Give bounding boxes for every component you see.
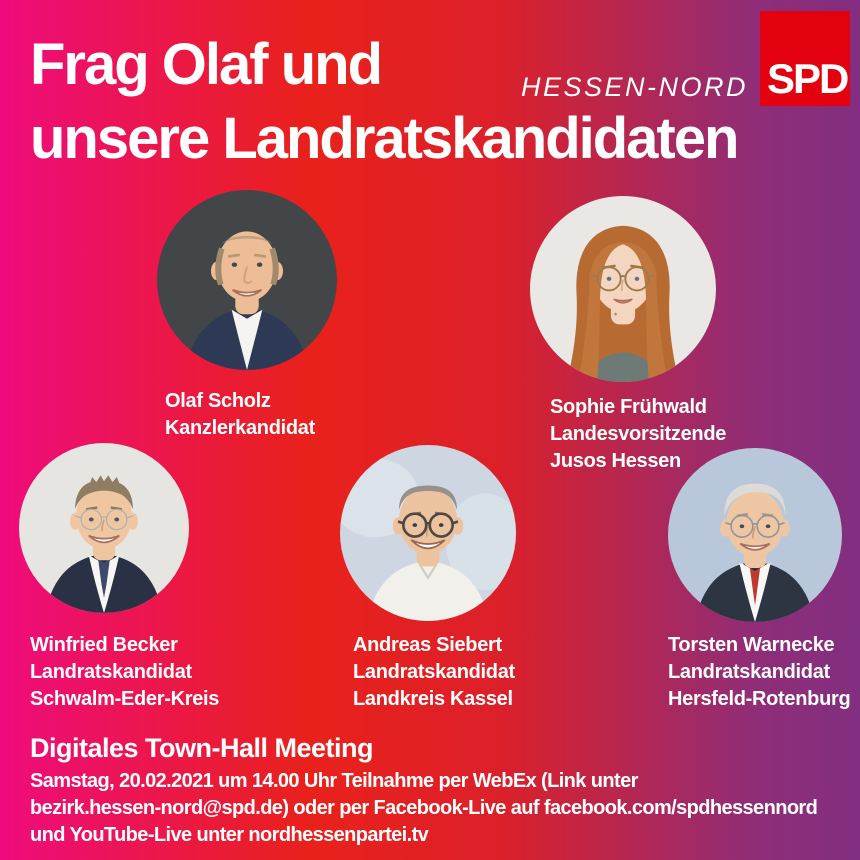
avatar-winfried-becker	[19, 443, 189, 613]
spd-logo: SPD	[760, 11, 850, 106]
face-features	[227, 253, 267, 297]
event-details-line-2: bezirk.hessen-nord@spd.de) oder per Face…	[30, 797, 818, 819]
caption-torsten-warnecke: Torsten Warnecke Landratskandidat Hersfe…	[668, 632, 851, 713]
glasses-icon	[591, 266, 655, 292]
person-role: Landkreis Kassel	[353, 688, 513, 710]
tie	[749, 567, 761, 606]
person-name: Olaf Scholz	[165, 390, 271, 412]
person-role: Landratskandidat	[30, 661, 192, 683]
person-name: Torsten Warnecke	[668, 634, 835, 656]
person-role: Landratskandidat	[353, 661, 515, 683]
torso	[45, 553, 163, 613]
event-details: Samstag, 20.02.2021 um 14.00 Uhr Teilnah…	[30, 768, 818, 849]
person-name: Andreas Siebert	[353, 634, 502, 656]
person-role: Landesvorsitzende	[550, 423, 727, 445]
person-role: Landratskandidat	[668, 661, 830, 683]
person-role: Kanzlerkandidat	[165, 417, 315, 439]
portrait-sophie-fruehwald	[530, 196, 716, 382]
avatar-torsten-warnecke	[668, 448, 842, 622]
avatar-olaf-scholz	[157, 190, 337, 370]
caption-sophie-fruehwald: Sophie Frühwald Landesvorsitzende Jusos …	[550, 394, 726, 475]
event-heading: Digitales Town-Hall Meeting	[30, 733, 374, 763]
portrait-andreas-siebert	[340, 445, 516, 621]
glasses-icon	[725, 514, 785, 538]
torso	[367, 560, 489, 621]
hair	[75, 475, 133, 510]
avatar-andreas-siebert	[340, 445, 516, 621]
torso	[585, 352, 661, 382]
portrait-olaf-scholz	[157, 190, 337, 370]
glasses-icon	[397, 512, 459, 538]
face-features	[85, 506, 123, 544]
caption-andreas-siebert: Andreas Siebert Landratskandidat Landkre…	[353, 632, 515, 713]
caption-olaf-scholz: Olaf Scholz Kanzlerkandidat	[165, 388, 315, 442]
avatar-sophie-fruehwald	[530, 196, 716, 382]
page-title: Frag Olaf und unsere Landratskandidaten	[30, 28, 739, 176]
hair	[724, 483, 786, 516]
event-details-line-3: und YouTube-Live unter nordhessenpartei.…	[30, 824, 429, 846]
title-line-1: Frag Olaf und	[30, 32, 383, 97]
person-name: Sophie Frühwald	[550, 396, 707, 418]
glasses-icon	[74, 508, 134, 531]
torso	[184, 307, 310, 370]
person-role: Jusos Hessen	[550, 450, 681, 472]
tie	[98, 558, 110, 598]
caption-winfried-becker: Winfried Becker Landratskandidat Schwalm…	[30, 632, 219, 713]
hair	[398, 485, 458, 511]
hair	[215, 235, 279, 286]
spd-logo-text: SPD	[767, 55, 849, 102]
person-name: Winfried Becker	[30, 634, 178, 656]
portrait-torsten-warnecke	[668, 448, 842, 622]
portrait-winfried-becker	[19, 443, 189, 613]
torso	[694, 561, 816, 622]
person-role: Schwalm-Eder-Kreis	[30, 688, 220, 710]
region-label: HESSEN-NORD	[520, 72, 748, 102]
person-role: Hersfeld-Rotenburg	[668, 688, 851, 710]
event-details-line-1: Samstag, 20.02.2021 um 14.00 Uhr Teilnah…	[30, 770, 638, 792]
title-line-2: unsere Landratskandidaten	[30, 106, 739, 171]
hair-front	[578, 230, 668, 382]
